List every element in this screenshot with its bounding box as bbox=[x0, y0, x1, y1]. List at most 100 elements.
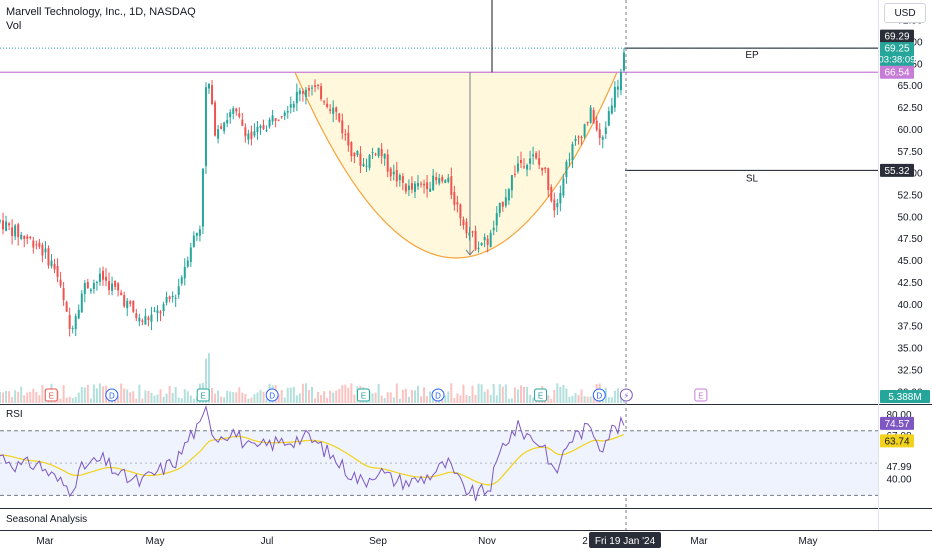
candle-body bbox=[577, 136, 580, 138]
candle-body bbox=[480, 242, 483, 246]
volume-bar bbox=[317, 391, 320, 403]
candle-body bbox=[456, 202, 459, 205]
volume-bar bbox=[280, 389, 283, 403]
candle-body bbox=[41, 245, 44, 256]
volume-bar bbox=[41, 385, 44, 403]
volume-legend[interactable]: Vol bbox=[6, 20, 22, 32]
candle-body bbox=[120, 292, 123, 296]
volume-bar bbox=[126, 389, 129, 403]
candle-body bbox=[26, 236, 29, 239]
candle-body bbox=[201, 168, 204, 227]
symbol-title[interactable]: Marvell Technology, Inc., 1D, NASDAQ bbox=[6, 6, 196, 18]
candle-body bbox=[420, 183, 423, 185]
volume-bar bbox=[98, 383, 101, 403]
volume-bar bbox=[247, 398, 250, 403]
candle-body bbox=[613, 86, 616, 108]
candle-body bbox=[217, 129, 220, 139]
candle-body bbox=[195, 232, 198, 236]
price-tick: 60.00 bbox=[897, 125, 922, 136]
time-tick: 2 bbox=[582, 536, 588, 547]
volume-bar bbox=[229, 391, 232, 403]
candle-body bbox=[501, 201, 504, 207]
volume-bar bbox=[459, 395, 462, 403]
price-tick: 50.00 bbox=[897, 212, 922, 223]
volume-bar bbox=[144, 390, 147, 403]
volume-bar bbox=[532, 397, 535, 403]
candle-body bbox=[610, 105, 613, 114]
candle-body bbox=[50, 260, 53, 267]
volume-bar bbox=[71, 397, 74, 403]
volume-bar bbox=[489, 394, 492, 403]
candle-body bbox=[538, 158, 541, 165]
candle-body bbox=[80, 293, 83, 313]
volume-bar bbox=[89, 398, 92, 403]
price-tick: 57.50 bbox=[897, 147, 922, 158]
candle-body bbox=[504, 197, 507, 206]
candle-body bbox=[68, 314, 71, 330]
candle-body bbox=[147, 317, 150, 320]
candle-body bbox=[301, 91, 304, 94]
candle-body bbox=[513, 173, 516, 175]
candle-body bbox=[323, 101, 326, 103]
candle-body bbox=[347, 132, 350, 146]
candle-body bbox=[295, 91, 298, 104]
candle-body bbox=[398, 175, 401, 181]
candle-body bbox=[144, 315, 147, 325]
price-tick: 37.50 bbox=[897, 322, 922, 333]
rsi-value-label: 74.57 bbox=[884, 419, 909, 430]
candle-body bbox=[32, 240, 35, 248]
candle-body bbox=[541, 167, 544, 171]
candle-body bbox=[310, 87, 313, 89]
volume-bar bbox=[413, 390, 416, 403]
volume-bar bbox=[183, 389, 186, 403]
candle-body bbox=[192, 235, 195, 247]
candle-body bbox=[271, 115, 274, 122]
volume-bar bbox=[547, 395, 550, 403]
resistance-label-bg bbox=[880, 65, 914, 79]
rsi-line bbox=[0, 404, 625, 502]
candle-body bbox=[562, 178, 565, 196]
volume-bar bbox=[65, 397, 68, 403]
volume-bar bbox=[471, 385, 474, 403]
candle-body bbox=[392, 171, 395, 175]
volume-bar bbox=[226, 390, 229, 403]
candle-body bbox=[129, 301, 132, 304]
volume-bar bbox=[241, 392, 244, 403]
seasonal-analysis-label[interactable]: Seasonal Analysis bbox=[6, 514, 88, 525]
volume-bar bbox=[35, 391, 38, 403]
candle-body bbox=[59, 279, 62, 286]
volume-bar bbox=[383, 397, 386, 403]
volume-bar bbox=[453, 398, 456, 403]
candle-body bbox=[156, 310, 159, 314]
candle-body bbox=[526, 165, 529, 170]
candle-body bbox=[126, 300, 129, 309]
volume-bar bbox=[232, 392, 235, 403]
volume-bar bbox=[417, 385, 420, 403]
volume-bar bbox=[504, 384, 507, 403]
candle-body bbox=[423, 183, 426, 186]
price-tick: 35.00 bbox=[897, 344, 922, 355]
chart-legend: Marvell Technology, Inc., 1D, NASDAQ Vol bbox=[6, 5, 196, 33]
volume-bar bbox=[553, 390, 556, 403]
candle-body bbox=[204, 87, 207, 166]
volume-bar bbox=[208, 353, 211, 403]
rsi-title[interactable]: RSI bbox=[6, 409, 23, 420]
volume-bar bbox=[180, 398, 183, 403]
candle-body bbox=[489, 232, 492, 248]
volume-bar bbox=[371, 393, 374, 403]
volume-bar bbox=[447, 391, 450, 403]
volume-bar bbox=[341, 385, 344, 403]
volume-bar bbox=[189, 395, 192, 403]
volume-bar bbox=[344, 384, 347, 403]
volume-bar bbox=[2, 392, 5, 403]
volume-bar bbox=[613, 390, 616, 403]
volume-bar bbox=[165, 393, 168, 403]
volume-bar bbox=[38, 395, 41, 403]
candle-body bbox=[238, 113, 241, 117]
candle-body bbox=[386, 154, 389, 172]
currency-button[interactable]: USD bbox=[884, 3, 926, 23]
volume-bar bbox=[410, 389, 413, 403]
volume-bar bbox=[474, 394, 477, 403]
